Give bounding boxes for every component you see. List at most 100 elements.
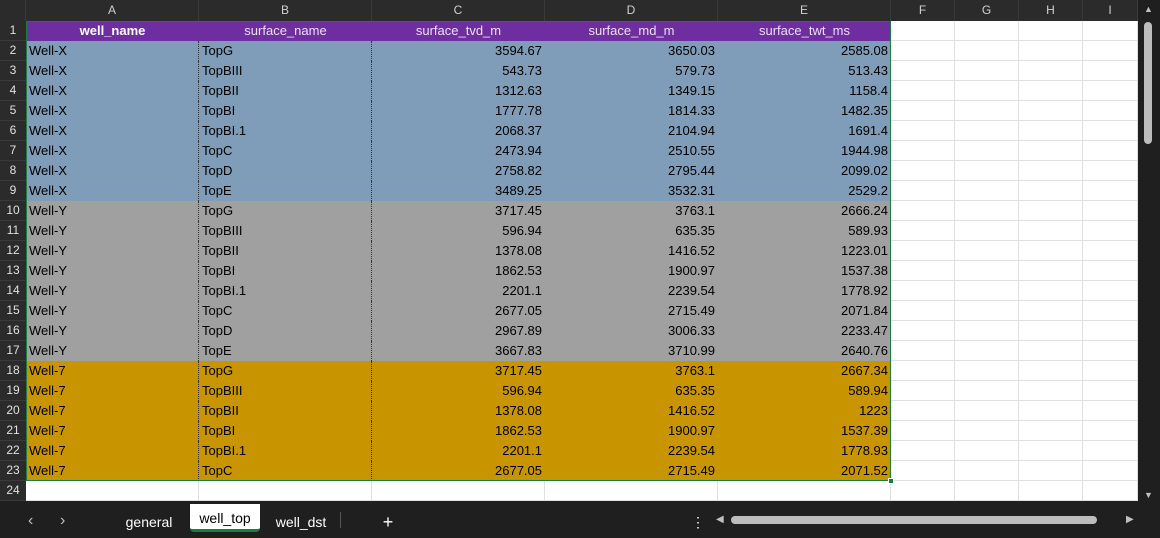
empty-cell[interactable] [955,301,1019,321]
data-cell[interactable]: Well-X [26,161,199,181]
row-header[interactable]: 23 [0,461,26,481]
data-cell[interactable]: Well-7 [26,381,199,401]
empty-cell[interactable] [1019,161,1083,181]
column-header-f[interactable]: F [891,0,955,21]
row-header[interactable]: 18 [0,361,26,381]
data-cell[interactable]: 2201.1 [372,441,545,461]
empty-cell[interactable] [955,121,1019,141]
empty-cell[interactable] [955,161,1019,181]
data-cell[interactable]: 635.35 [545,221,718,241]
row-header[interactable]: 13 [0,261,26,281]
column-header-c[interactable]: C [372,0,545,21]
row-header[interactable]: 11 [0,221,26,241]
data-cell[interactable]: TopBII [199,81,372,101]
data-cell[interactable]: TopE [199,181,372,201]
row-header[interactable]: 16 [0,321,26,341]
data-cell[interactable]: Well-Y [26,261,199,281]
data-cell[interactable]: TopBI.1 [199,281,372,301]
scroll-left-icon[interactable]: ◀ [716,514,724,525]
column-header-d[interactable]: D [545,0,718,21]
empty-cell[interactable] [1083,401,1138,421]
empty-cell[interactable] [26,481,199,501]
data-cell[interactable]: 3717.45 [372,361,545,381]
data-cell[interactable]: 1223 [718,401,891,421]
data-cell[interactable]: 3489.25 [372,181,545,201]
empty-cell[interactable] [1083,101,1138,121]
data-cell[interactable]: Well-X [26,101,199,121]
empty-cell[interactable] [1019,341,1083,361]
data-cell[interactable]: 3594.67 [372,41,545,61]
empty-cell[interactable] [955,401,1019,421]
empty-cell[interactable] [1083,141,1138,161]
row-header[interactable]: 22 [0,441,26,461]
data-cell[interactable]: Well-Y [26,321,199,341]
data-cell[interactable]: 3763.1 [545,201,718,221]
empty-cell[interactable] [891,421,955,441]
empty-cell[interactable] [891,201,955,221]
data-cell[interactable]: TopBIII [199,61,372,81]
header-cell-surface-name[interactable]: surface_name [199,21,372,41]
data-cell[interactable]: TopBI [199,421,372,441]
row-header[interactable]: 21 [0,421,26,441]
empty-cell[interactable] [1083,81,1138,101]
empty-cell[interactable] [955,261,1019,281]
data-cell[interactable]: 1482.35 [718,101,891,121]
data-cell[interactable]: TopBIII [199,381,372,401]
row-header[interactable]: 10 [0,201,26,221]
empty-cell[interactable] [1083,181,1138,201]
row-header[interactable]: 19 [0,381,26,401]
data-cell[interactable]: TopBI.1 [199,121,372,141]
data-cell[interactable]: TopD [199,161,372,181]
data-cell[interactable]: TopC [199,301,372,321]
row-header[interactable]: 7 [0,141,26,161]
add-sheet-button[interactable]: + [382,512,394,532]
data-cell[interactable]: TopG [199,41,372,61]
data-cell[interactable]: 1537.38 [718,261,891,281]
empty-cell[interactable] [545,481,718,501]
data-cell[interactable]: 1944.98 [718,141,891,161]
data-cell[interactable]: 589.93 [718,221,891,241]
data-cell[interactable]: 579.73 [545,61,718,81]
vertical-scrollbar[interactable]: ▲ ▼ [1138,0,1160,504]
chevron-right-icon[interactable]: › [60,512,66,529]
tab-well-top[interactable]: well_top [190,504,260,532]
empty-cell[interactable] [1083,461,1138,481]
empty-cell[interactable] [955,21,1019,41]
data-cell[interactable]: 596.94 [372,381,545,401]
data-cell[interactable]: 2715.49 [545,461,718,481]
data-cell[interactable]: Well-Y [26,281,199,301]
empty-cell[interactable] [1083,361,1138,381]
empty-cell[interactable] [955,381,1019,401]
data-cell[interactable]: 1691.4 [718,121,891,141]
data-cell[interactable]: 589.94 [718,381,891,401]
data-cell[interactable]: 1416.52 [545,401,718,421]
data-cell[interactable]: 2071.52 [718,461,891,481]
empty-cell[interactable] [891,181,955,201]
column-header-i[interactable]: I [1083,0,1138,21]
data-cell[interactable]: 2666.24 [718,201,891,221]
row-header[interactable]: 20 [0,401,26,421]
row-header[interactable]: 14 [0,281,26,301]
empty-cell[interactable] [1019,461,1083,481]
empty-cell[interactable] [1019,241,1083,261]
empty-cell[interactable] [891,481,955,501]
data-cell[interactable]: 1537.39 [718,421,891,441]
empty-cell[interactable] [891,261,955,281]
empty-cell[interactable] [1019,61,1083,81]
empty-cell[interactable] [955,461,1019,481]
row-header[interactable]: 2 [0,41,26,61]
column-header-b[interactable]: B [199,0,372,21]
empty-cell[interactable] [891,361,955,381]
empty-cell[interactable] [955,101,1019,121]
empty-cell[interactable] [1083,321,1138,341]
data-cell[interactable]: 3717.45 [372,201,545,221]
data-cell[interactable]: 1862.53 [372,261,545,281]
empty-cell[interactable] [1019,421,1083,441]
empty-cell[interactable] [1019,201,1083,221]
empty-cell[interactable] [1083,261,1138,281]
empty-cell[interactable] [955,321,1019,341]
data-cell[interactable]: 1778.92 [718,281,891,301]
data-cell[interactable]: TopG [199,361,372,381]
row-header[interactable]: 4 [0,81,26,101]
scroll-up-icon[interactable]: ▲ [1144,4,1153,14]
